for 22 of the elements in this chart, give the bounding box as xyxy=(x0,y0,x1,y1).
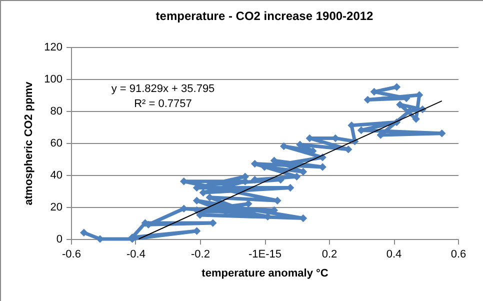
x-tick-label: -1E-15 xyxy=(248,248,282,260)
point xyxy=(244,200,252,208)
y-tick-label: 80 xyxy=(50,106,62,118)
y-tick-label: 60 xyxy=(50,138,62,150)
y-tick-label: 120 xyxy=(44,42,62,54)
x-tick-label: 0.2 xyxy=(322,248,338,260)
y-axis-title: atmospheric CO2 ppmv xyxy=(23,80,36,206)
x-tick-label: -0.6 xyxy=(62,248,81,260)
point xyxy=(396,100,404,108)
x-tick-label: -0.2 xyxy=(191,248,210,260)
annotation: R² = 0.7757 xyxy=(134,98,192,110)
annotation: y = 91.829x + 35.795 xyxy=(111,83,215,95)
x-tick-label: 0.6 xyxy=(450,248,466,260)
y-tick-label: 20 xyxy=(50,202,62,214)
y-tick-label: 0 xyxy=(56,234,62,246)
x-tick-label: 0.4 xyxy=(386,248,402,260)
y-tick-label: 100 xyxy=(44,74,62,86)
x-axis-title: temperature anomaly °C xyxy=(202,268,328,280)
point xyxy=(80,228,88,236)
x-tick-label: -0.4 xyxy=(126,248,146,260)
y-tick-label: 40 xyxy=(50,170,62,182)
chart-title: temperature - CO2 increase 1900-2012 xyxy=(156,9,374,23)
